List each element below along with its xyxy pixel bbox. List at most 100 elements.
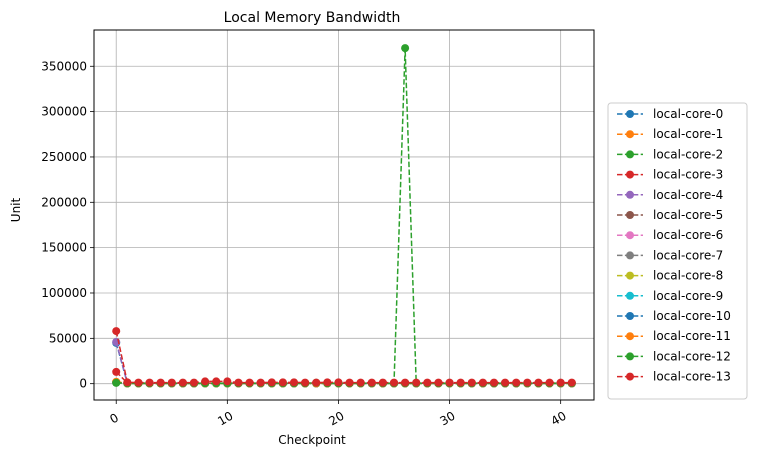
x-tick-label: 30 [437, 409, 457, 429]
legend-item: local-core-12 [617, 349, 731, 363]
data-point [545, 378, 554, 387]
legend-marker [626, 291, 634, 300]
plot-frame [93, 29, 595, 401]
y-tick-label: 200000 [41, 195, 87, 209]
legend-label: local-core-12 [653, 349, 731, 363]
y-tick-label: 100000 [41, 286, 87, 300]
data-point [334, 378, 343, 387]
legend-item: local-core-5 [617, 208, 723, 222]
series-local-core-13 [112, 327, 576, 387]
data-point [512, 378, 521, 387]
y-tick-label: 0 [79, 377, 87, 391]
legend-item: local-core-4 [617, 188, 723, 202]
data-point [201, 377, 210, 386]
legend-item: local-core-2 [617, 147, 723, 161]
series-line [115, 341, 572, 384]
legend-item: local-core-6 [617, 228, 723, 242]
legend-marker [626, 190, 634, 199]
data-point [401, 378, 410, 387]
legend-label: local-core-13 [653, 370, 731, 384]
y-tick-label: 350000 [41, 59, 87, 73]
data-point [134, 378, 143, 387]
data-point [212, 377, 221, 386]
legend-item: local-core-8 [617, 269, 723, 283]
data-point [423, 378, 432, 387]
data-point [534, 378, 543, 387]
legend-label: local-core-7 [653, 248, 723, 262]
plot-series [112, 44, 576, 388]
x-tick-label: 0 [107, 411, 121, 427]
legend-item: local-core-0 [617, 107, 723, 121]
x-tick-label: 40 [549, 409, 569, 429]
legend-item: local-core-1 [617, 127, 723, 141]
legend-label: local-core-11 [653, 329, 731, 343]
data-point [256, 378, 265, 387]
data-point [501, 378, 510, 387]
data-point [378, 378, 387, 387]
legend-label: local-core-2 [653, 147, 723, 161]
chart-title: Local Memory Bandwidth [224, 10, 401, 26]
legend-label: local-core-0 [653, 107, 723, 121]
legend-item: local-core-3 [617, 168, 723, 182]
legend-label: local-core-9 [653, 289, 723, 303]
data-point [390, 378, 398, 387]
legend-item: local-core-7 [617, 248, 723, 262]
y-axis-ticks: 0 50000 100000 150000 200000 250000 300000 3500… [41, 59, 94, 391]
x-tick-label: 20 [326, 409, 346, 429]
data-point [478, 378, 487, 387]
data-point [123, 378, 132, 387]
data-point [156, 378, 165, 387]
data-point [234, 378, 243, 387]
legend-marker [626, 271, 634, 280]
data-point [112, 367, 121, 376]
legend-label: local-core-10 [653, 309, 731, 323]
legend-label: local-core-4 [653, 188, 723, 202]
data-point [445, 378, 454, 387]
legend-label: local-core-8 [653, 269, 723, 283]
data-point [245, 378, 254, 387]
legend-frame [607, 102, 748, 400]
data-point [112, 378, 121, 387]
legend-label: local-core-1 [653, 127, 723, 141]
data-point [434, 378, 443, 387]
data-point [323, 378, 332, 387]
data-point [267, 378, 276, 387]
x-axis-ticks: 0 10 20 30 40 [107, 400, 569, 429]
data-point [456, 378, 465, 387]
legend-marker [626, 170, 634, 179]
data-point [145, 378, 154, 387]
legend-marker [626, 130, 634, 139]
legend-item: local-core-10 [617, 309, 731, 323]
legend-marker [626, 372, 634, 381]
legend-item: local-core-9 [617, 289, 723, 303]
data-point [412, 378, 421, 387]
data-point [401, 44, 410, 53]
legend-marker [626, 150, 634, 159]
data-point [178, 378, 187, 387]
data-point [367, 378, 376, 387]
series-local-core-2 [112, 44, 576, 388]
legend-label: local-core-3 [653, 168, 723, 182]
x-tick-label: 10 [215, 409, 235, 429]
data-point [356, 378, 365, 387]
data-point [345, 378, 354, 387]
data-point [190, 378, 198, 387]
legend-item: local-core-11 [617, 329, 731, 343]
data-point [167, 378, 176, 387]
legend-label: local-core-5 [653, 208, 723, 222]
data-point [523, 378, 532, 387]
data-point [112, 327, 121, 336]
data-point [301, 378, 310, 387]
data-point [290, 378, 298, 387]
data-point [490, 378, 498, 387]
x-axis-label: Checkpoint [278, 433, 346, 447]
legend-marker [626, 231, 634, 240]
data-point [223, 377, 232, 386]
legend-item: local-core-13 [617, 370, 731, 384]
data-point [567, 378, 576, 387]
data-point [467, 378, 476, 387]
data-point [312, 378, 321, 387]
data-point [556, 378, 565, 387]
